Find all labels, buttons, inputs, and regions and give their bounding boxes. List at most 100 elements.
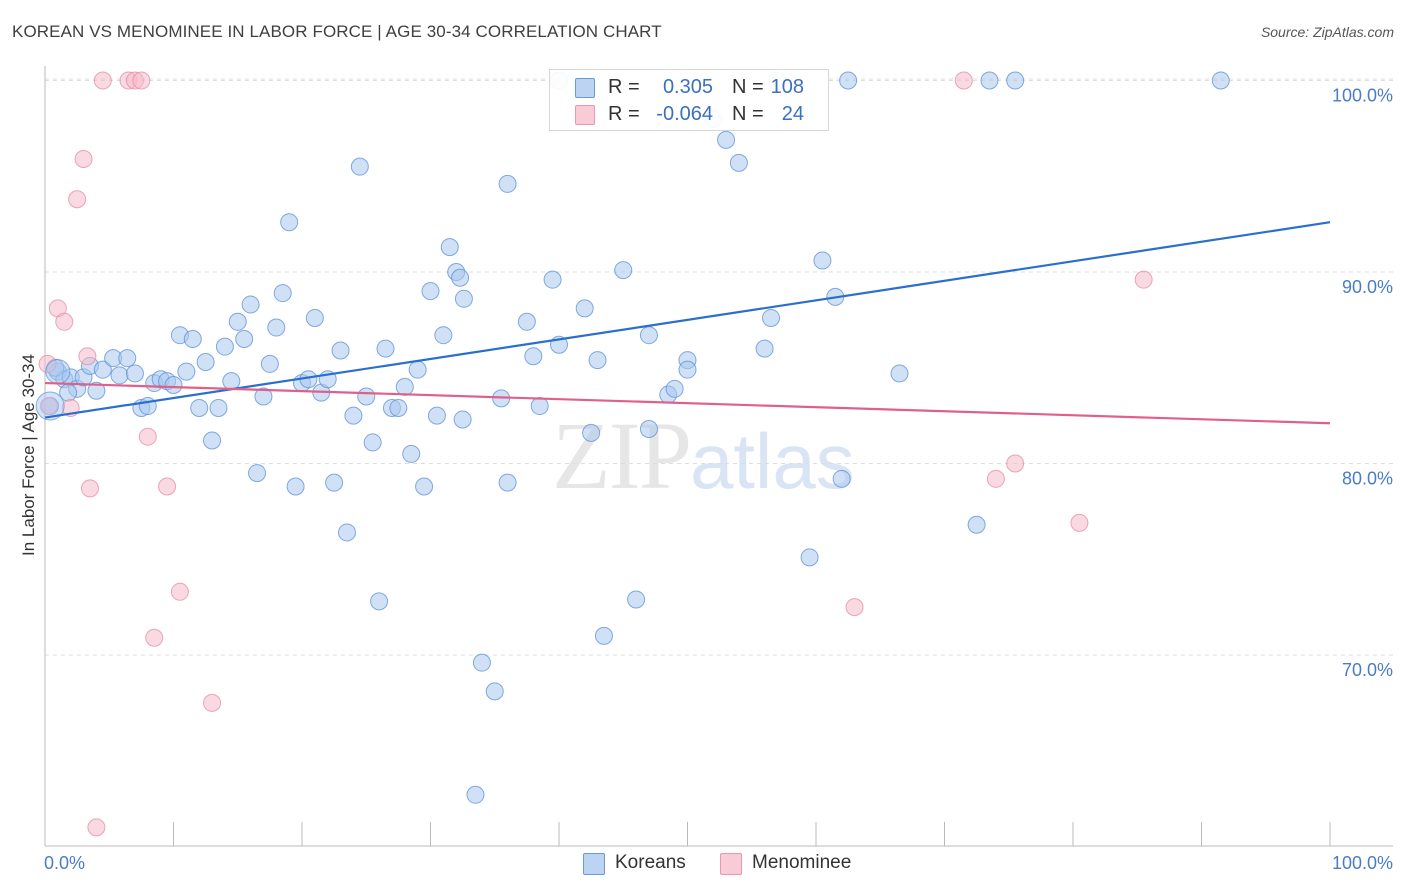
korean-point [222,372,241,391]
menominee-point [93,71,112,90]
y-tick-label: 80.0% [1342,469,1393,489]
korean-point [543,270,562,289]
legend-n-value: 108 [770,76,804,98]
korean-point [498,473,517,492]
korean-point [755,339,774,358]
korean-point [453,410,472,429]
menominee-point [1070,513,1089,532]
korean-point [260,354,279,373]
korean-point [427,406,446,425]
korean-point [415,477,434,496]
korean-point [639,420,658,439]
korean-point [357,387,376,406]
korean-point [575,299,594,318]
menominee-point [170,582,189,601]
korean-point [344,406,363,425]
menominee-trendline [44,381,1331,425]
korean-point [376,339,395,358]
legend-n-label: N = [732,76,764,98]
korean-point [665,379,684,398]
legend-row-koreans: R = 0.305 N = 108 [550,74,828,102]
korean-point [451,268,470,287]
menominee-point [986,469,1005,488]
korean-point [890,364,909,383]
source-credit: Source: ZipAtlas.com [1260,24,1394,40]
korean-point [183,330,202,349]
menominee-point [203,693,222,712]
menominee-point [80,479,99,498]
korean-point [177,362,196,381]
korean-point [408,360,427,379]
korean-point [729,153,748,172]
korean-point [717,130,736,149]
korean-point [164,375,183,394]
korean-point [967,515,986,534]
series-legend: Koreans Menominee [0,851,1406,877]
menominee-point [158,477,177,496]
chart-title: KOREAN VS MENOMINEE IN LABOR FORCE | AGE… [12,22,662,41]
menominee-point [1134,270,1153,289]
korean-point [325,473,344,492]
korean-point [215,337,234,356]
legend-swatch-koreans [575,78,595,98]
korean-point [395,377,414,396]
korean-point [832,469,851,488]
legend-n-value: 24 [781,103,804,125]
korean-point [472,653,491,672]
korean-point [485,682,504,701]
points-layer [35,71,1230,837]
korean-point [286,477,305,496]
korean-point [363,433,382,452]
legend-r-value: 0.305 [662,76,713,98]
korean-point [402,444,421,463]
label-layer: 70.0% 80.0% 90.0% 100.0% 0.0% 100.0% In Labor … [19,86,1393,874]
legend-r-label: R = [608,76,640,98]
menominee-point [145,628,164,647]
watermark: ZIPatlas [552,400,855,511]
legend-n-label: N = [732,103,764,125]
korean-point [588,351,607,370]
korean-point [434,326,453,345]
korean-point [389,398,408,417]
korean-point [241,295,260,314]
korean-point [87,381,106,400]
korean-point [350,157,369,176]
korean-point [125,364,144,383]
korean-point [517,312,536,331]
trend-layer [44,221,1331,425]
korean-point [530,397,549,416]
legend-swatch-menominee [575,105,595,125]
korean-point [762,308,781,327]
y-tick-label: 70.0% [1342,660,1393,680]
korean-point [228,312,247,331]
korean-point [678,360,697,379]
korean-point [280,213,299,232]
menominee-point [78,347,97,366]
korean-point [273,284,292,303]
koreans-label: Koreans [615,852,686,873]
korean-point [110,366,129,385]
korean-point [839,71,858,90]
korean-point [440,238,459,257]
korean-point [235,330,254,349]
menominee-point [1006,454,1025,473]
korean-point [1211,71,1230,90]
koreans-swatch [583,853,605,875]
axis-layer [44,66,1393,847]
korean-point [1006,71,1025,90]
x-tick-label: 0.0% [44,853,85,873]
korean-point [627,590,646,609]
menominee-point [55,312,74,331]
menominee-point [138,427,157,446]
menominee-point [132,71,151,90]
watermark-zip: ZIP [552,402,692,509]
menominee-label: Menominee [752,852,852,873]
korean-point [980,71,999,90]
korean-point [248,464,267,483]
korean-point [524,347,543,366]
korean-point [209,398,228,417]
korean-point [813,251,832,270]
korean-point [190,398,209,417]
korean-point [582,423,601,442]
